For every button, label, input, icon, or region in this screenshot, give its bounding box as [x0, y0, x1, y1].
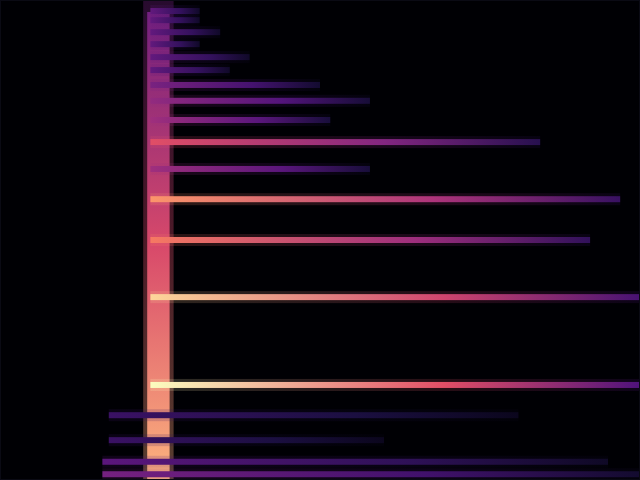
partial-glow: [150, 95, 370, 107]
partial: [109, 437, 384, 443]
partial-glow: [150, 38, 199, 50]
partial: [109, 412, 519, 418]
partial: [150, 98, 370, 104]
partial-glow: [102, 468, 640, 480]
partial: [150, 8, 199, 14]
plot-area: [102, 0, 640, 480]
partial-glow: [150, 26, 220, 38]
partial-glow: [109, 434, 384, 446]
partial-glow: [150, 51, 249, 63]
partial-glow: [150, 234, 590, 246]
partial: [102, 471, 640, 477]
partial-glow: [150, 5, 199, 17]
partial: [150, 82, 320, 88]
partial: [150, 67, 229, 73]
partial: [150, 196, 620, 202]
partial: [150, 294, 640, 300]
partial: [150, 139, 540, 145]
partial-glow: [150, 136, 540, 148]
partial: [150, 117, 330, 123]
partial-glow: [150, 163, 370, 175]
partial-glow: [102, 456, 608, 468]
background: [0, 0, 640, 480]
spectrogram: [0, 0, 640, 480]
partial: [150, 41, 199, 47]
partial: [150, 166, 370, 172]
partial-glow: [109, 409, 519, 421]
partial: [150, 29, 220, 35]
partial: [102, 459, 608, 465]
partial: [150, 382, 640, 388]
partial-glow: [150, 79, 320, 91]
partial-glow: [150, 193, 620, 205]
plot-frame: [1, 1, 640, 480]
partial: [150, 54, 249, 60]
partial: [150, 237, 590, 243]
partial-glow: [150, 64, 229, 76]
partial-glow: [150, 114, 330, 126]
partial: [150, 17, 199, 23]
partial-glow: [150, 291, 640, 303]
partial-glow: [150, 379, 640, 391]
